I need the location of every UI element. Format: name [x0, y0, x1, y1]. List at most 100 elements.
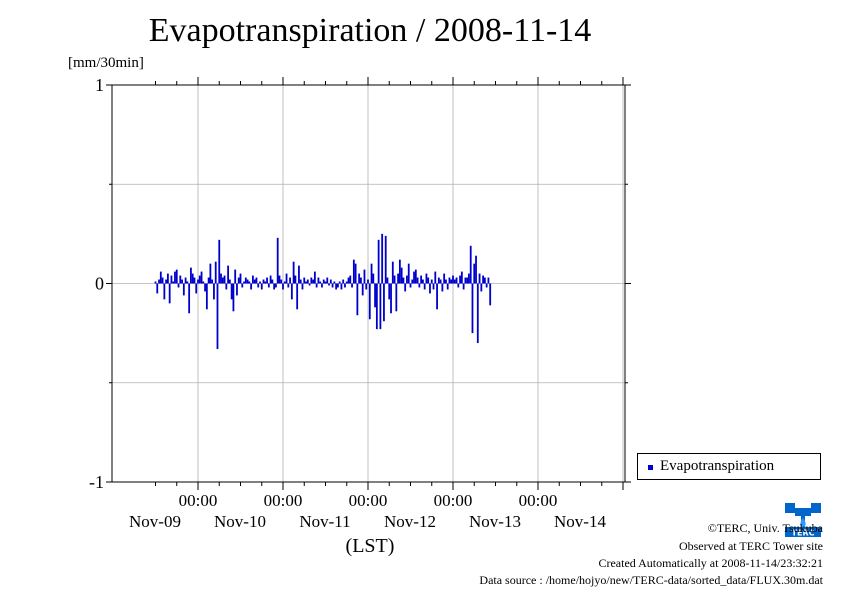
footer-created: Created Automatically at 2008-11-14/23:3…: [598, 556, 823, 570]
data-bar: [414, 269, 417, 284]
data-bar: [158, 279, 160, 284]
data-bar: [372, 273, 375, 284]
data-bar: [457, 283, 460, 288]
data-bar: [186, 281, 189, 284]
data-bar: [253, 279, 256, 284]
data-bar: [182, 283, 185, 296]
data-bar: [342, 279, 345, 284]
data-bar: [489, 283, 492, 306]
data-bar: [441, 283, 444, 292]
data-bar: [365, 283, 368, 290]
data-bar: [200, 271, 203, 284]
data-bar: [485, 283, 488, 288]
data-bar: [190, 267, 192, 284]
data-bar: [397, 273, 400, 284]
data-bar: [398, 259, 401, 284]
data-bar: [308, 283, 311, 286]
data-bar: [395, 283, 398, 312]
data-bar: [473, 263, 476, 284]
data-bar: [335, 283, 338, 290]
data-bar: [234, 269, 237, 284]
data-bar: [236, 283, 238, 296]
data-bar: [393, 275, 396, 284]
data-bar: [313, 271, 316, 284]
data-bar: [423, 283, 426, 290]
data-bar: [322, 279, 325, 284]
data-bar: [267, 283, 270, 288]
y-tick-label: -1: [89, 472, 104, 492]
footer-source: Data source : /home/hojyo/new/TERC-data/…: [479, 573, 823, 587]
data-bar: [174, 271, 176, 284]
data-bar: [448, 277, 451, 284]
x-tick-time-label: 00:00: [349, 491, 388, 510]
data-bar: [421, 279, 424, 284]
axes: [106, 77, 631, 490]
data-bar: [310, 277, 313, 284]
data-bar: [409, 283, 412, 288]
data-bar: [347, 277, 350, 284]
data-bar: [324, 281, 327, 284]
data-bar: [273, 283, 276, 290]
data-bar: [165, 279, 168, 284]
data-bar: [374, 283, 376, 308]
data-bar: [271, 279, 274, 284]
data-bar: [345, 281, 348, 284]
x-tick-time-label: 00:00: [179, 491, 218, 510]
y-tick-label: 0: [95, 274, 104, 294]
data-bar: [223, 275, 226, 284]
data-bar: [218, 239, 221, 284]
data-bar: [306, 279, 309, 284]
data-bar: [331, 283, 334, 288]
data-bar: [476, 283, 479, 344]
data-bar: [358, 273, 361, 284]
data-bar: [386, 277, 389, 284]
data-bar: [482, 275, 485, 284]
data-bar: [469, 245, 472, 284]
data-bar: [340, 283, 343, 290]
data-bar: [368, 283, 371, 320]
y-axis-unit-label: [mm/30min]: [68, 55, 144, 71]
tick-labels: 1 0 -1 00:00 Nov-09 00:00 Nov-10 00:00 Nov-11 00:…: [89, 75, 606, 531]
x-tick-date-label: Nov-11: [299, 512, 350, 531]
data-bar: [317, 277, 320, 284]
data-bar: [283, 281, 286, 284]
legend-swatch: [648, 465, 653, 470]
data-bar: [430, 279, 433, 284]
data-bar: [227, 265, 230, 284]
data-bar: [282, 283, 284, 290]
data-bar: [177, 283, 180, 288]
data-bar: [269, 275, 272, 284]
data-bar: [211, 279, 214, 284]
data-bar: [400, 267, 403, 284]
data-bar: [483, 277, 486, 284]
data-bar: [205, 283, 208, 310]
data-bar: [221, 277, 224, 284]
data-bar: [262, 279, 265, 284]
data-bar: [289, 277, 291, 284]
data-bar: [243, 281, 245, 284]
data-bar: [418, 283, 421, 288]
data-bar: [432, 283, 435, 290]
data-bar: [406, 275, 408, 284]
data-bar: [299, 279, 302, 284]
x-tick-date-label: Nov-09: [129, 512, 181, 531]
data-bar: [459, 275, 461, 284]
data-bar: [388, 283, 391, 300]
data-bar: [181, 279, 183, 284]
data-bar: [275, 283, 277, 288]
data-bar: [437, 277, 440, 284]
data-bar: [361, 283, 364, 296]
data-bar: [462, 283, 465, 290]
data-bar: [292, 261, 295, 284]
data-bar: [427, 277, 430, 284]
data-bar: [294, 275, 297, 284]
data-bar: [154, 281, 157, 284]
data-bar: [453, 279, 456, 284]
data-bar: [161, 277, 164, 284]
data-bar: [404, 283, 407, 292]
data-bars: [154, 233, 492, 350]
data-bar: [319, 281, 322, 284]
data-bar: [321, 283, 323, 288]
data-bar: [290, 283, 293, 300]
data-bar: [209, 263, 212, 284]
